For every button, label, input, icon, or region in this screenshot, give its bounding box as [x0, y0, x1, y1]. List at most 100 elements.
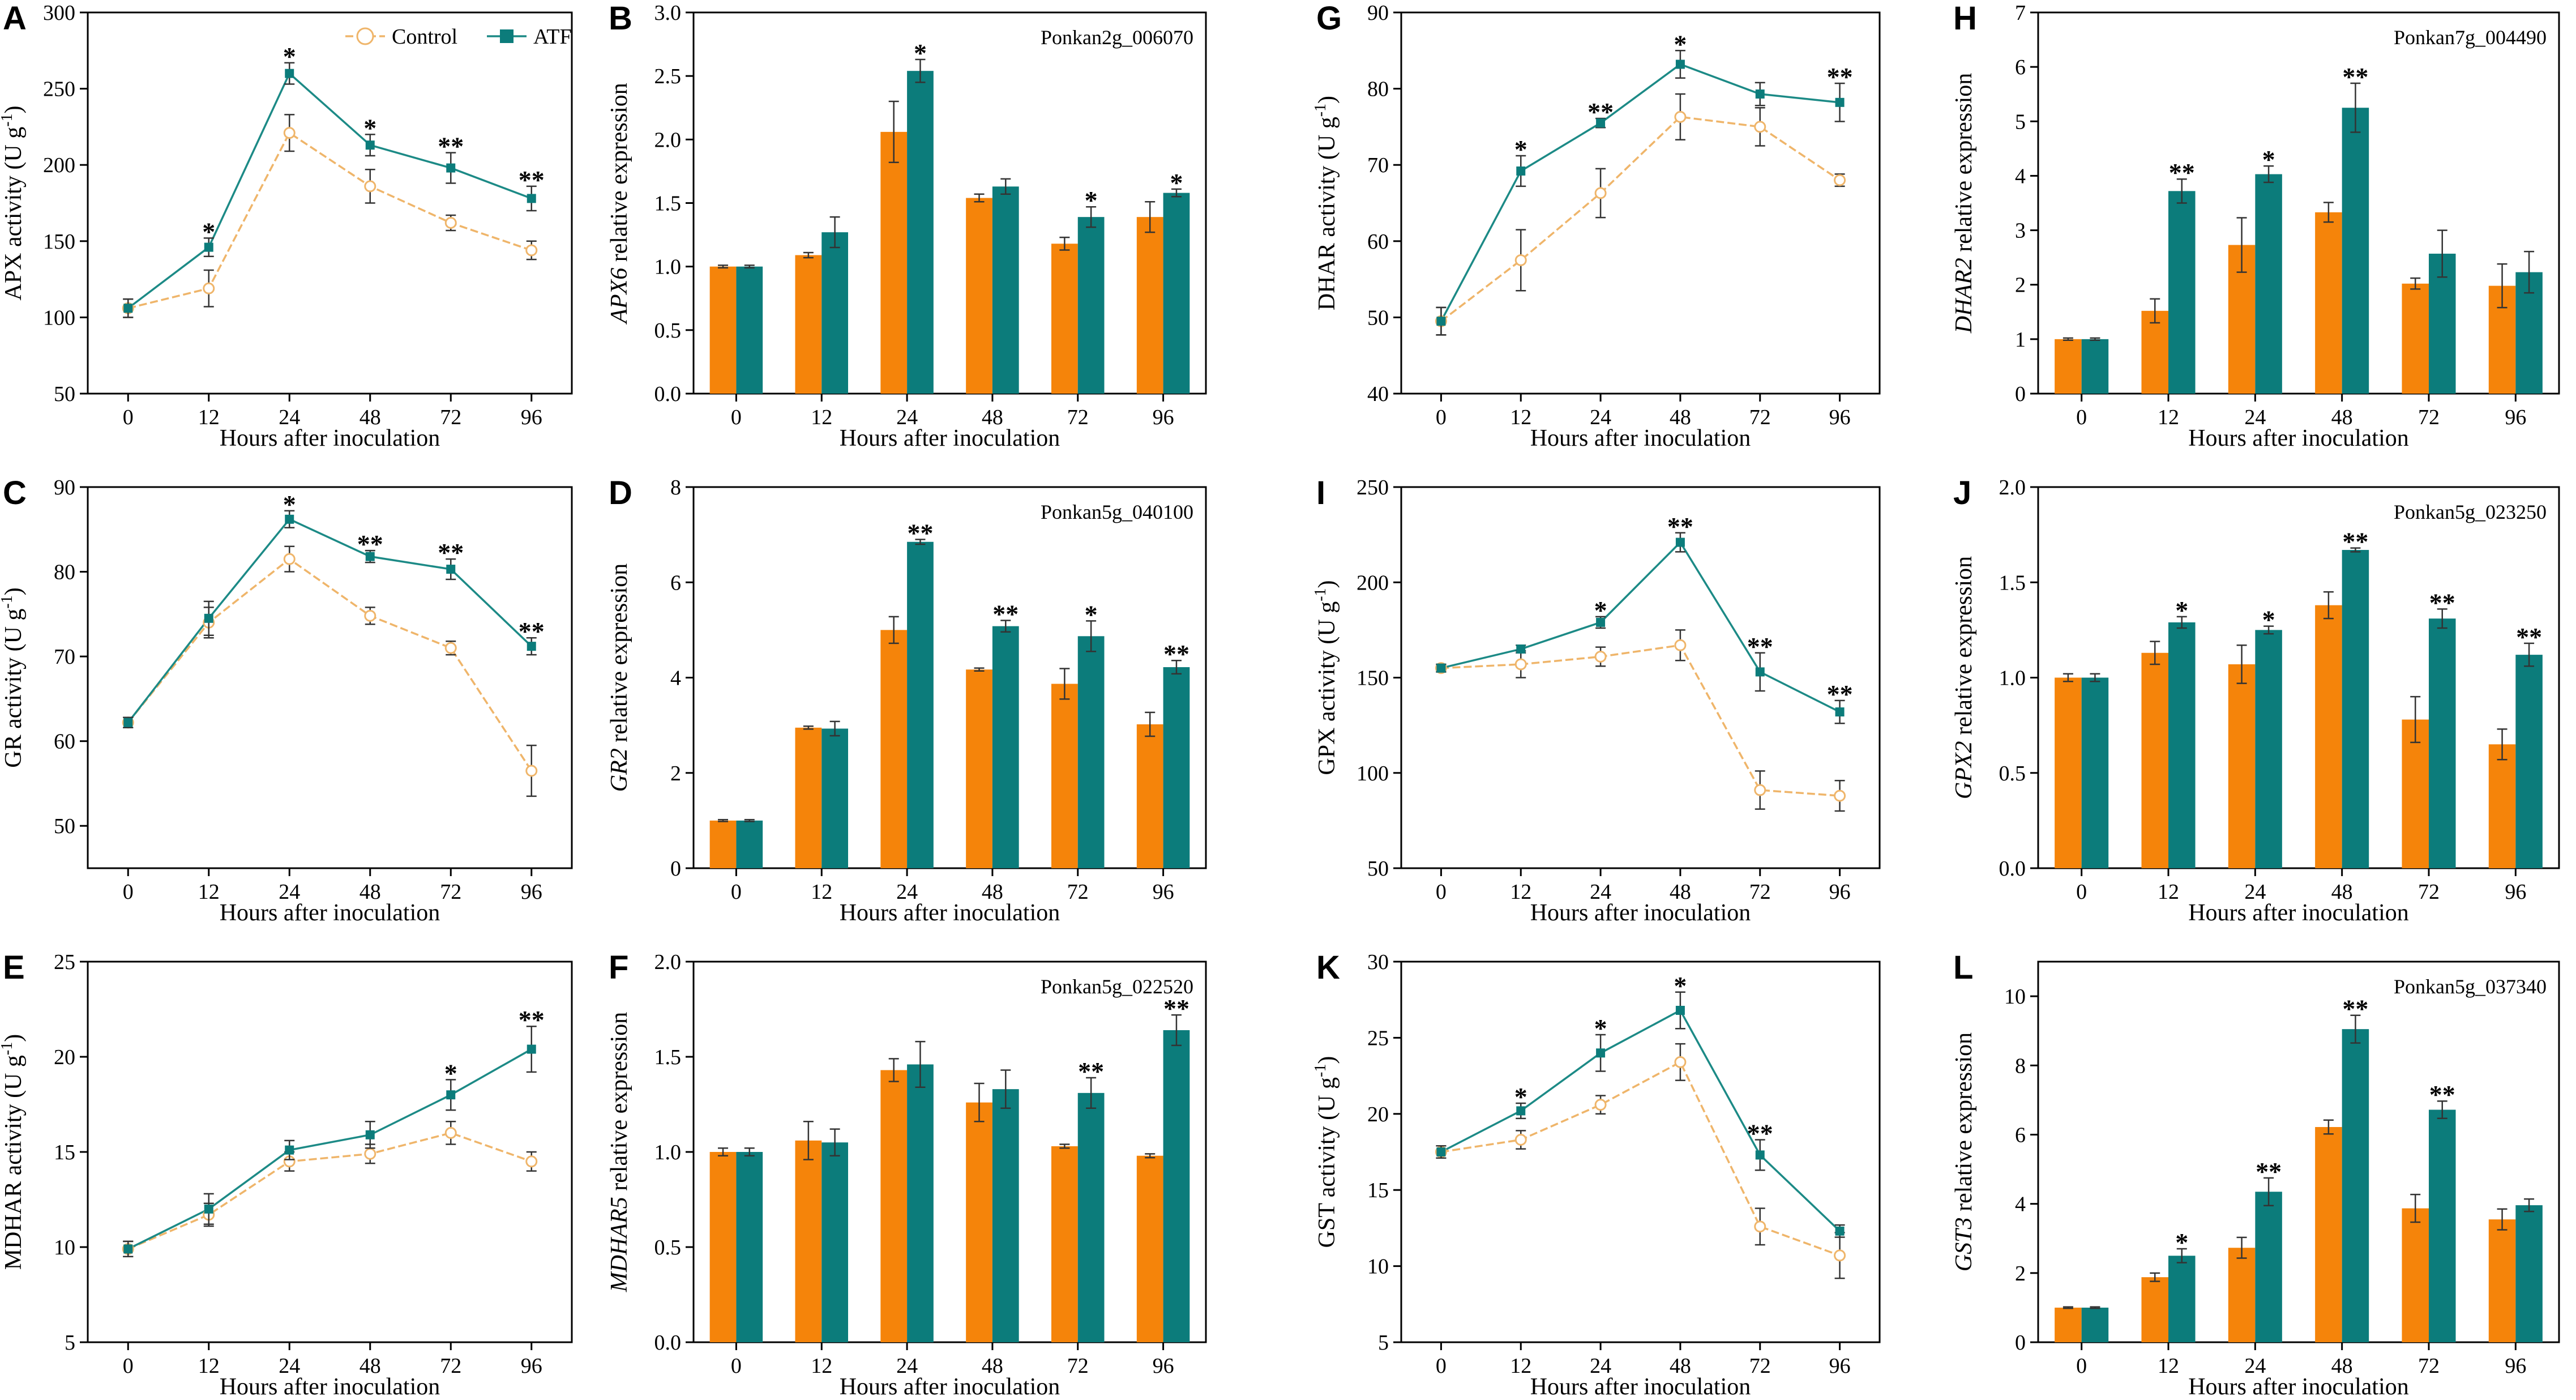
y-tick-label: 250: [43, 78, 75, 101]
bar-atf: [992, 1089, 1019, 1342]
series-line-control: [1441, 1061, 1841, 1257]
significance-mark: **: [2169, 158, 2195, 187]
y-axis-label-gene: GR2: [606, 748, 632, 792]
bar-atf: [2342, 1029, 2369, 1342]
significance-mark: **: [1747, 632, 1773, 661]
y-tick-label: 1.0: [1999, 667, 2026, 690]
y-axis-label-close: ): [1, 1034, 27, 1042]
point-atf: [446, 1090, 456, 1100]
y-tick-label: 0: [2015, 1331, 2026, 1355]
x-tick-label: 12: [2158, 880, 2179, 904]
y-tick-label: 90: [54, 476, 75, 500]
bar-atf: [821, 232, 849, 394]
gene-id-title: Ponkan7g_004490: [2394, 26, 2547, 49]
x-tick-label: 96: [521, 1354, 542, 1378]
panel-letter: L: [1953, 949, 1973, 986]
x-tick-label: 0: [1436, 1354, 1447, 1378]
y-axis-label-close: ): [1314, 1056, 1340, 1064]
bar-control: [966, 1102, 992, 1342]
significance-mark: **: [2342, 62, 2368, 91]
plot-frame: [87, 11, 573, 395]
bar-atf: [1077, 217, 1105, 394]
x-tick-label: 12: [2158, 1354, 2179, 1378]
bar-atf: [2429, 1109, 2456, 1342]
significance-mark: **: [1163, 639, 1189, 668]
x-tick-label: 96: [521, 880, 542, 904]
panel-b: 0.0 0.5 1.0 1.5 2.0 2.5 3.0 0 12 24 48 72 96 Hours af…: [606, 0, 1207, 451]
bar-control: [2402, 1208, 2429, 1342]
y-axis-label: MDHAR activity (U g-1): [0, 1034, 27, 1270]
bar-control: [2402, 719, 2429, 868]
x-tick-label: 96: [1829, 880, 1851, 904]
point-control: [1514, 658, 1527, 671]
point-control: [1834, 1249, 1846, 1262]
panel-letter: H: [1953, 0, 1977, 37]
significance-mark: **: [519, 617, 545, 646]
point-atf: [1835, 1226, 1845, 1236]
panel-a: 50 100 150 200 250 300 0 12 24 48 72 96 Hours after …: [0, 0, 573, 451]
x-axis-label: Hours after inoculation: [2188, 1374, 2409, 1400]
point-control: [525, 1155, 538, 1168]
bar-control: [2141, 652, 2168, 868]
y-axis-label-rest: relative expression: [1951, 1032, 1977, 1218]
x-tick-label: 24: [279, 406, 300, 429]
point-atf: [527, 642, 536, 651]
point-control: [1514, 254, 1527, 266]
point-atf: [1675, 537, 1685, 547]
bar-control: [2055, 677, 2082, 868]
point-atf: [527, 194, 536, 203]
y-axis-label-sup: -1: [0, 595, 16, 608]
x-tick-label: 12: [198, 1354, 220, 1378]
x-tick-label: 0: [1436, 406, 1447, 429]
y-tick-label: 2: [2015, 274, 2026, 297]
significance-mark: **: [519, 1005, 545, 1034]
bar-atf: [907, 71, 934, 394]
point-atf: [1835, 707, 1845, 717]
plot-frame: [1400, 11, 1881, 395]
bar-atf: [992, 626, 1019, 868]
x-tick-label: 24: [2244, 406, 2266, 429]
x-tick-label: 72: [1067, 406, 1089, 429]
point-control: [444, 1126, 457, 1139]
x-tick-label: 12: [198, 880, 220, 904]
x-tick-label: 72: [1749, 880, 1771, 904]
point-control: [1834, 174, 1846, 186]
point-atf: [1755, 1150, 1765, 1160]
panel-letter: A: [3, 0, 27, 37]
y-axis-label-main: GR activity (U g: [1, 609, 27, 768]
x-tick-label: 96: [1153, 1354, 1174, 1378]
x-tick-label: 0: [731, 406, 742, 429]
bar-control: [709, 266, 737, 394]
panel-k: 5 10 15 20 25 30 0 12 24 48 72 96 Hours after inocul…: [1312, 949, 1881, 1400]
bar-atf: [821, 1142, 849, 1342]
point-atf: [1516, 1106, 1526, 1116]
point-atf: [1675, 59, 1685, 69]
bar-atf: [2081, 339, 2109, 394]
panel-c: 50 60 70 80 90 0 12 24 48 72 96 Hours after inocula…: [0, 475, 573, 926]
x-tick-label: 0: [2076, 406, 2087, 429]
bar-atf: [2515, 655, 2543, 868]
x-axis-label: Hours after inoculation: [840, 425, 1060, 451]
gene-id-title: Ponkan5g_037340: [2394, 975, 2547, 998]
x-tick-label: 72: [1067, 1354, 1089, 1378]
series-line-atf: [127, 1048, 532, 1250]
bar-atf: [2429, 618, 2456, 868]
y-axis-label-rest: relative expression: [1951, 556, 1977, 741]
y-tick-label: 4: [670, 667, 681, 690]
significance-mark: *: [2175, 1228, 2188, 1257]
gene-id-title: Ponkan5g_022520: [1041, 975, 1193, 998]
y-axis-label-close: ): [1, 105, 27, 113]
panel-letter: F: [609, 949, 628, 986]
y-tick-label: 0.0: [654, 382, 682, 406]
significance-mark: **: [2516, 622, 2542, 651]
x-axis-label: Hours after inoculation: [840, 900, 1060, 926]
y-tick-label: 100: [43, 306, 75, 330]
y-axis-label-close: ): [1314, 580, 1340, 588]
point-control: [1674, 1056, 1687, 1068]
point-atf: [1436, 1147, 1446, 1156]
x-tick-label: 0: [123, 406, 134, 429]
significance-mark: *: [283, 42, 296, 71]
x-tick-label: 48: [2331, 406, 2353, 429]
y-tick-label: 40: [1367, 382, 1389, 406]
